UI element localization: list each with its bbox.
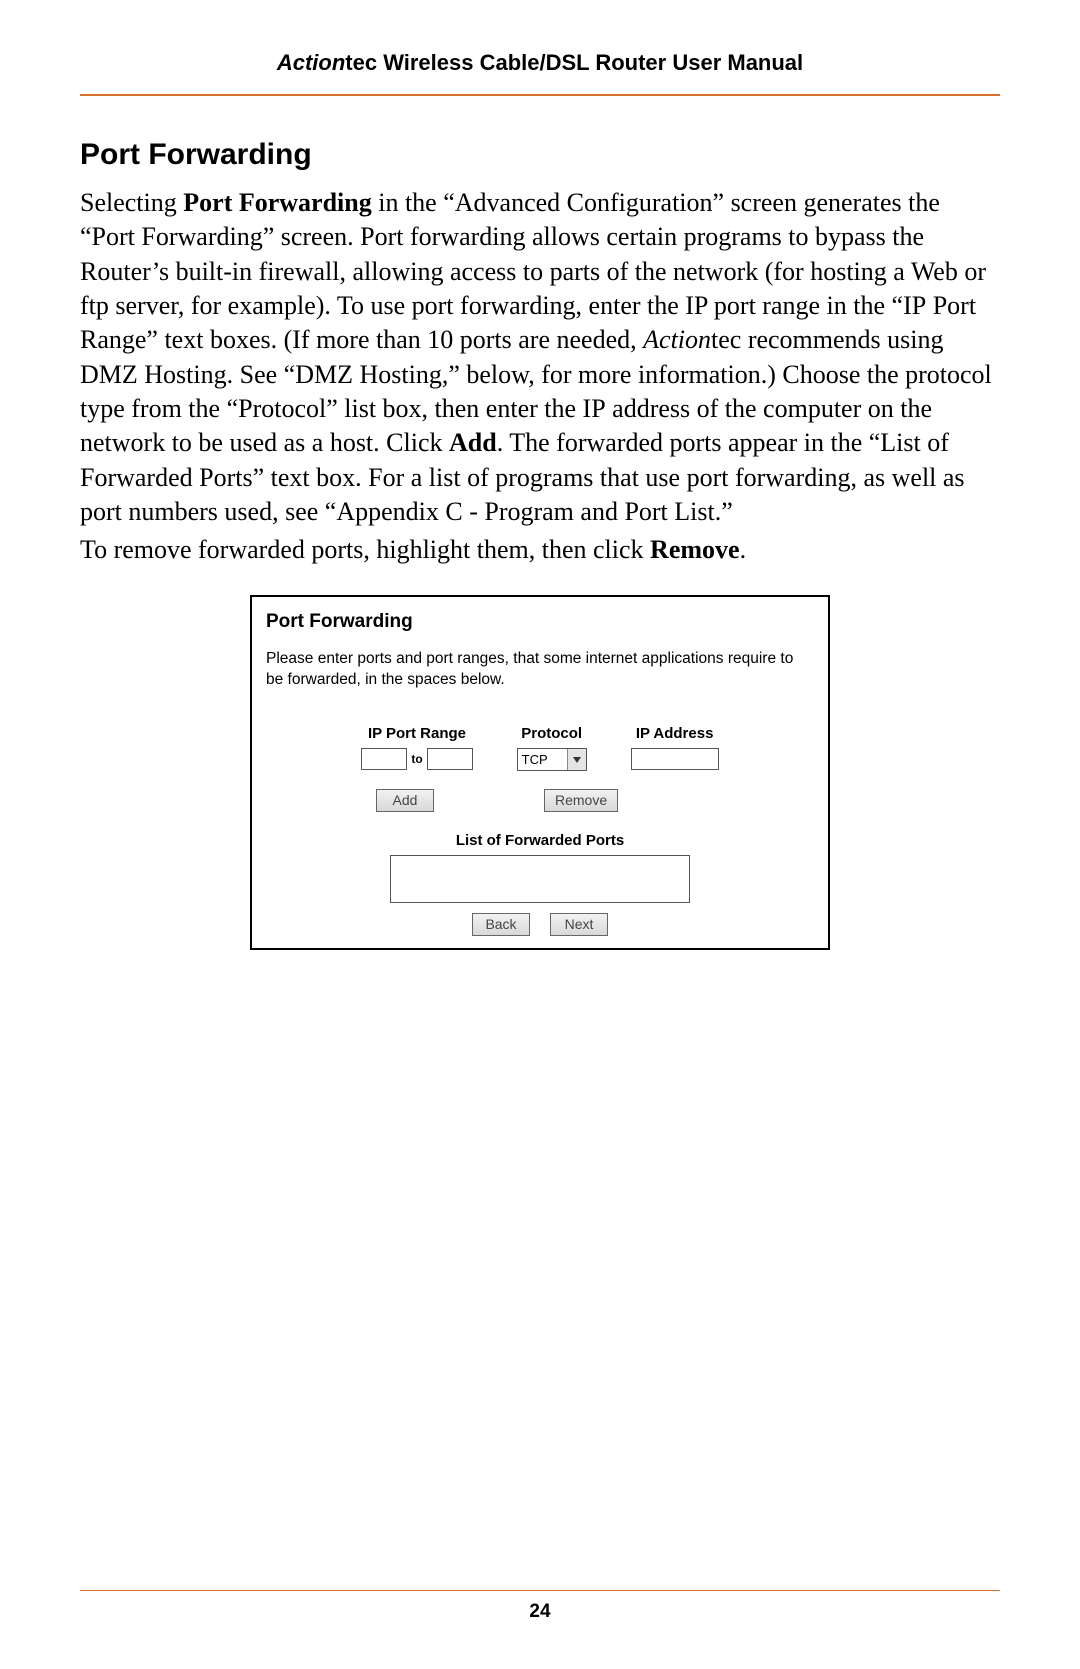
port-forwarding-screenshot: Port Forwarding Please enter ports and p… — [250, 595, 830, 950]
screenshot-description: Please enter ports and port ranges, that… — [266, 649, 814, 691]
chevron-down-icon — [567, 749, 586, 770]
protocol-select[interactable]: TCP — [517, 748, 587, 771]
ip-address-col: IP Address — [631, 725, 719, 771]
brand-italic: Action — [277, 50, 345, 75]
port-range-start-input[interactable] — [361, 748, 407, 770]
protocol-label: Protocol — [521, 725, 582, 742]
add-remove-row: Add Remove — [376, 789, 814, 812]
protocol-value: TCP — [518, 749, 567, 770]
remove-button[interactable]: Remove — [544, 789, 618, 812]
add-button[interactable]: Add — [376, 789, 434, 812]
header-title-rest: Wireless Cable/DSL Router User Manual — [377, 50, 803, 75]
page-header: Actiontec Wireless Cable/DSL Router User… — [80, 50, 1000, 94]
form-fields-row: IP Port Range to Protocol TCP IP Address — [266, 725, 814, 771]
ip-port-range-col: IP Port Range to — [361, 725, 472, 771]
port-range-to-label: to — [411, 752, 422, 766]
page-number: 24 — [0, 1601, 1080, 1623]
forwarded-ports-listbox[interactable] — [390, 855, 690, 903]
footer-rule — [80, 1590, 1000, 1591]
protocol-col: Protocol TCP — [517, 725, 587, 771]
ip-port-range-label: IP Port Range — [368, 725, 466, 742]
body-paragraph-2: To remove forwarded ports, highlight the… — [80, 533, 1000, 567]
section-heading: Port Forwarding — [80, 138, 1000, 172]
back-next-row: Back Next — [266, 913, 814, 936]
brand-rest: tec — [345, 50, 377, 75]
screenshot-title: Port Forwarding — [266, 611, 814, 633]
ip-address-input[interactable] — [631, 748, 719, 770]
back-button[interactable]: Back — [472, 913, 530, 936]
forwarded-ports-title: List of Forwarded Ports — [266, 832, 814, 849]
header-rule — [80, 94, 1000, 96]
port-range-end-input[interactable] — [427, 748, 473, 770]
ip-address-label: IP Address — [636, 725, 714, 742]
body-paragraph-1: Selecting Port Forwarding in the “Advanc… — [80, 186, 1000, 529]
next-button[interactable]: Next — [550, 913, 608, 936]
